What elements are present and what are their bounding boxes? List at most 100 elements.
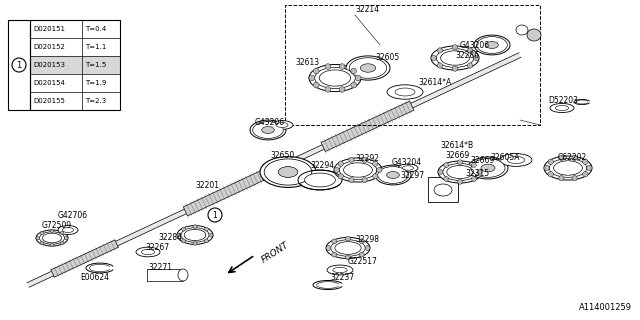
Circle shape: [548, 159, 554, 164]
Ellipse shape: [319, 70, 351, 86]
Ellipse shape: [471, 159, 505, 177]
Text: 32315: 32315: [465, 169, 489, 178]
Circle shape: [472, 177, 476, 181]
Circle shape: [452, 45, 458, 50]
Ellipse shape: [309, 65, 361, 92]
Text: 32267: 32267: [145, 244, 169, 252]
Text: G42706: G42706: [58, 211, 88, 220]
Text: 32294: 32294: [310, 161, 334, 170]
Circle shape: [559, 155, 564, 161]
Text: 32669: 32669: [445, 150, 469, 159]
Text: G22517: G22517: [348, 258, 378, 267]
Circle shape: [332, 239, 337, 244]
Text: T=1.9: T=1.9: [85, 80, 106, 86]
Ellipse shape: [434, 184, 452, 196]
Bar: [428, 177, 458, 202]
Ellipse shape: [276, 123, 288, 127]
Ellipse shape: [271, 121, 293, 129]
Ellipse shape: [395, 88, 415, 96]
Circle shape: [431, 55, 436, 61]
Ellipse shape: [42, 233, 61, 243]
Ellipse shape: [438, 161, 482, 183]
Circle shape: [182, 239, 186, 243]
Text: 32613: 32613: [295, 58, 319, 67]
Ellipse shape: [58, 226, 78, 235]
Circle shape: [372, 174, 378, 179]
Circle shape: [544, 165, 549, 171]
Ellipse shape: [387, 172, 399, 179]
Ellipse shape: [331, 240, 365, 256]
Ellipse shape: [378, 167, 408, 183]
Text: G43204: G43204: [392, 157, 422, 166]
Ellipse shape: [305, 173, 335, 187]
Text: 32237: 32237: [330, 274, 354, 283]
Ellipse shape: [360, 64, 376, 72]
Text: FRONT: FRONT: [260, 241, 291, 265]
Text: C62202: C62202: [558, 153, 588, 162]
Text: 32614*A: 32614*A: [418, 77, 451, 86]
Circle shape: [346, 255, 351, 260]
Circle shape: [474, 55, 479, 61]
Text: D020152: D020152: [33, 44, 65, 50]
Circle shape: [193, 225, 197, 229]
Ellipse shape: [403, 166, 413, 170]
Ellipse shape: [181, 228, 209, 242]
Text: T=1.1: T=1.1: [85, 44, 106, 50]
Text: T=2.3: T=2.3: [85, 98, 106, 104]
Circle shape: [351, 82, 356, 88]
Circle shape: [204, 227, 208, 231]
Ellipse shape: [527, 29, 541, 41]
Text: 32201: 32201: [195, 180, 219, 189]
Ellipse shape: [36, 230, 68, 246]
Ellipse shape: [177, 226, 213, 244]
Ellipse shape: [253, 122, 284, 139]
Circle shape: [360, 239, 364, 244]
Circle shape: [362, 157, 367, 163]
Circle shape: [182, 227, 186, 231]
Circle shape: [177, 233, 181, 237]
Circle shape: [444, 163, 449, 167]
Circle shape: [332, 252, 337, 257]
Text: 32292: 32292: [355, 154, 379, 163]
Text: 32297: 32297: [400, 171, 424, 180]
Circle shape: [65, 236, 68, 240]
Ellipse shape: [178, 269, 188, 281]
Ellipse shape: [387, 85, 423, 99]
Ellipse shape: [549, 159, 587, 177]
Circle shape: [467, 48, 473, 53]
Circle shape: [444, 177, 449, 181]
Text: 1: 1: [17, 60, 22, 69]
Ellipse shape: [550, 103, 574, 113]
Ellipse shape: [431, 46, 479, 70]
Text: 32605: 32605: [375, 52, 399, 61]
Circle shape: [193, 241, 197, 245]
Ellipse shape: [516, 25, 528, 35]
Polygon shape: [27, 53, 521, 287]
Circle shape: [339, 64, 345, 69]
Ellipse shape: [260, 156, 316, 188]
Ellipse shape: [339, 161, 377, 179]
Circle shape: [338, 174, 343, 179]
Text: T=1.5: T=1.5: [85, 62, 106, 68]
Circle shape: [438, 170, 443, 174]
Bar: [8, 20, 30, 110]
Circle shape: [51, 244, 54, 247]
Ellipse shape: [375, 165, 411, 185]
Ellipse shape: [486, 42, 499, 48]
Circle shape: [349, 178, 354, 183]
Ellipse shape: [436, 49, 474, 68]
Circle shape: [60, 241, 64, 245]
Circle shape: [372, 161, 378, 166]
Circle shape: [339, 87, 345, 92]
Ellipse shape: [349, 58, 387, 78]
Ellipse shape: [477, 36, 508, 53]
Ellipse shape: [468, 157, 508, 179]
Circle shape: [314, 68, 319, 74]
Ellipse shape: [443, 164, 477, 180]
Ellipse shape: [500, 154, 532, 166]
Circle shape: [377, 167, 382, 173]
Circle shape: [51, 229, 54, 233]
Text: 32298: 32298: [355, 236, 379, 244]
Circle shape: [208, 208, 222, 222]
Circle shape: [467, 63, 473, 68]
